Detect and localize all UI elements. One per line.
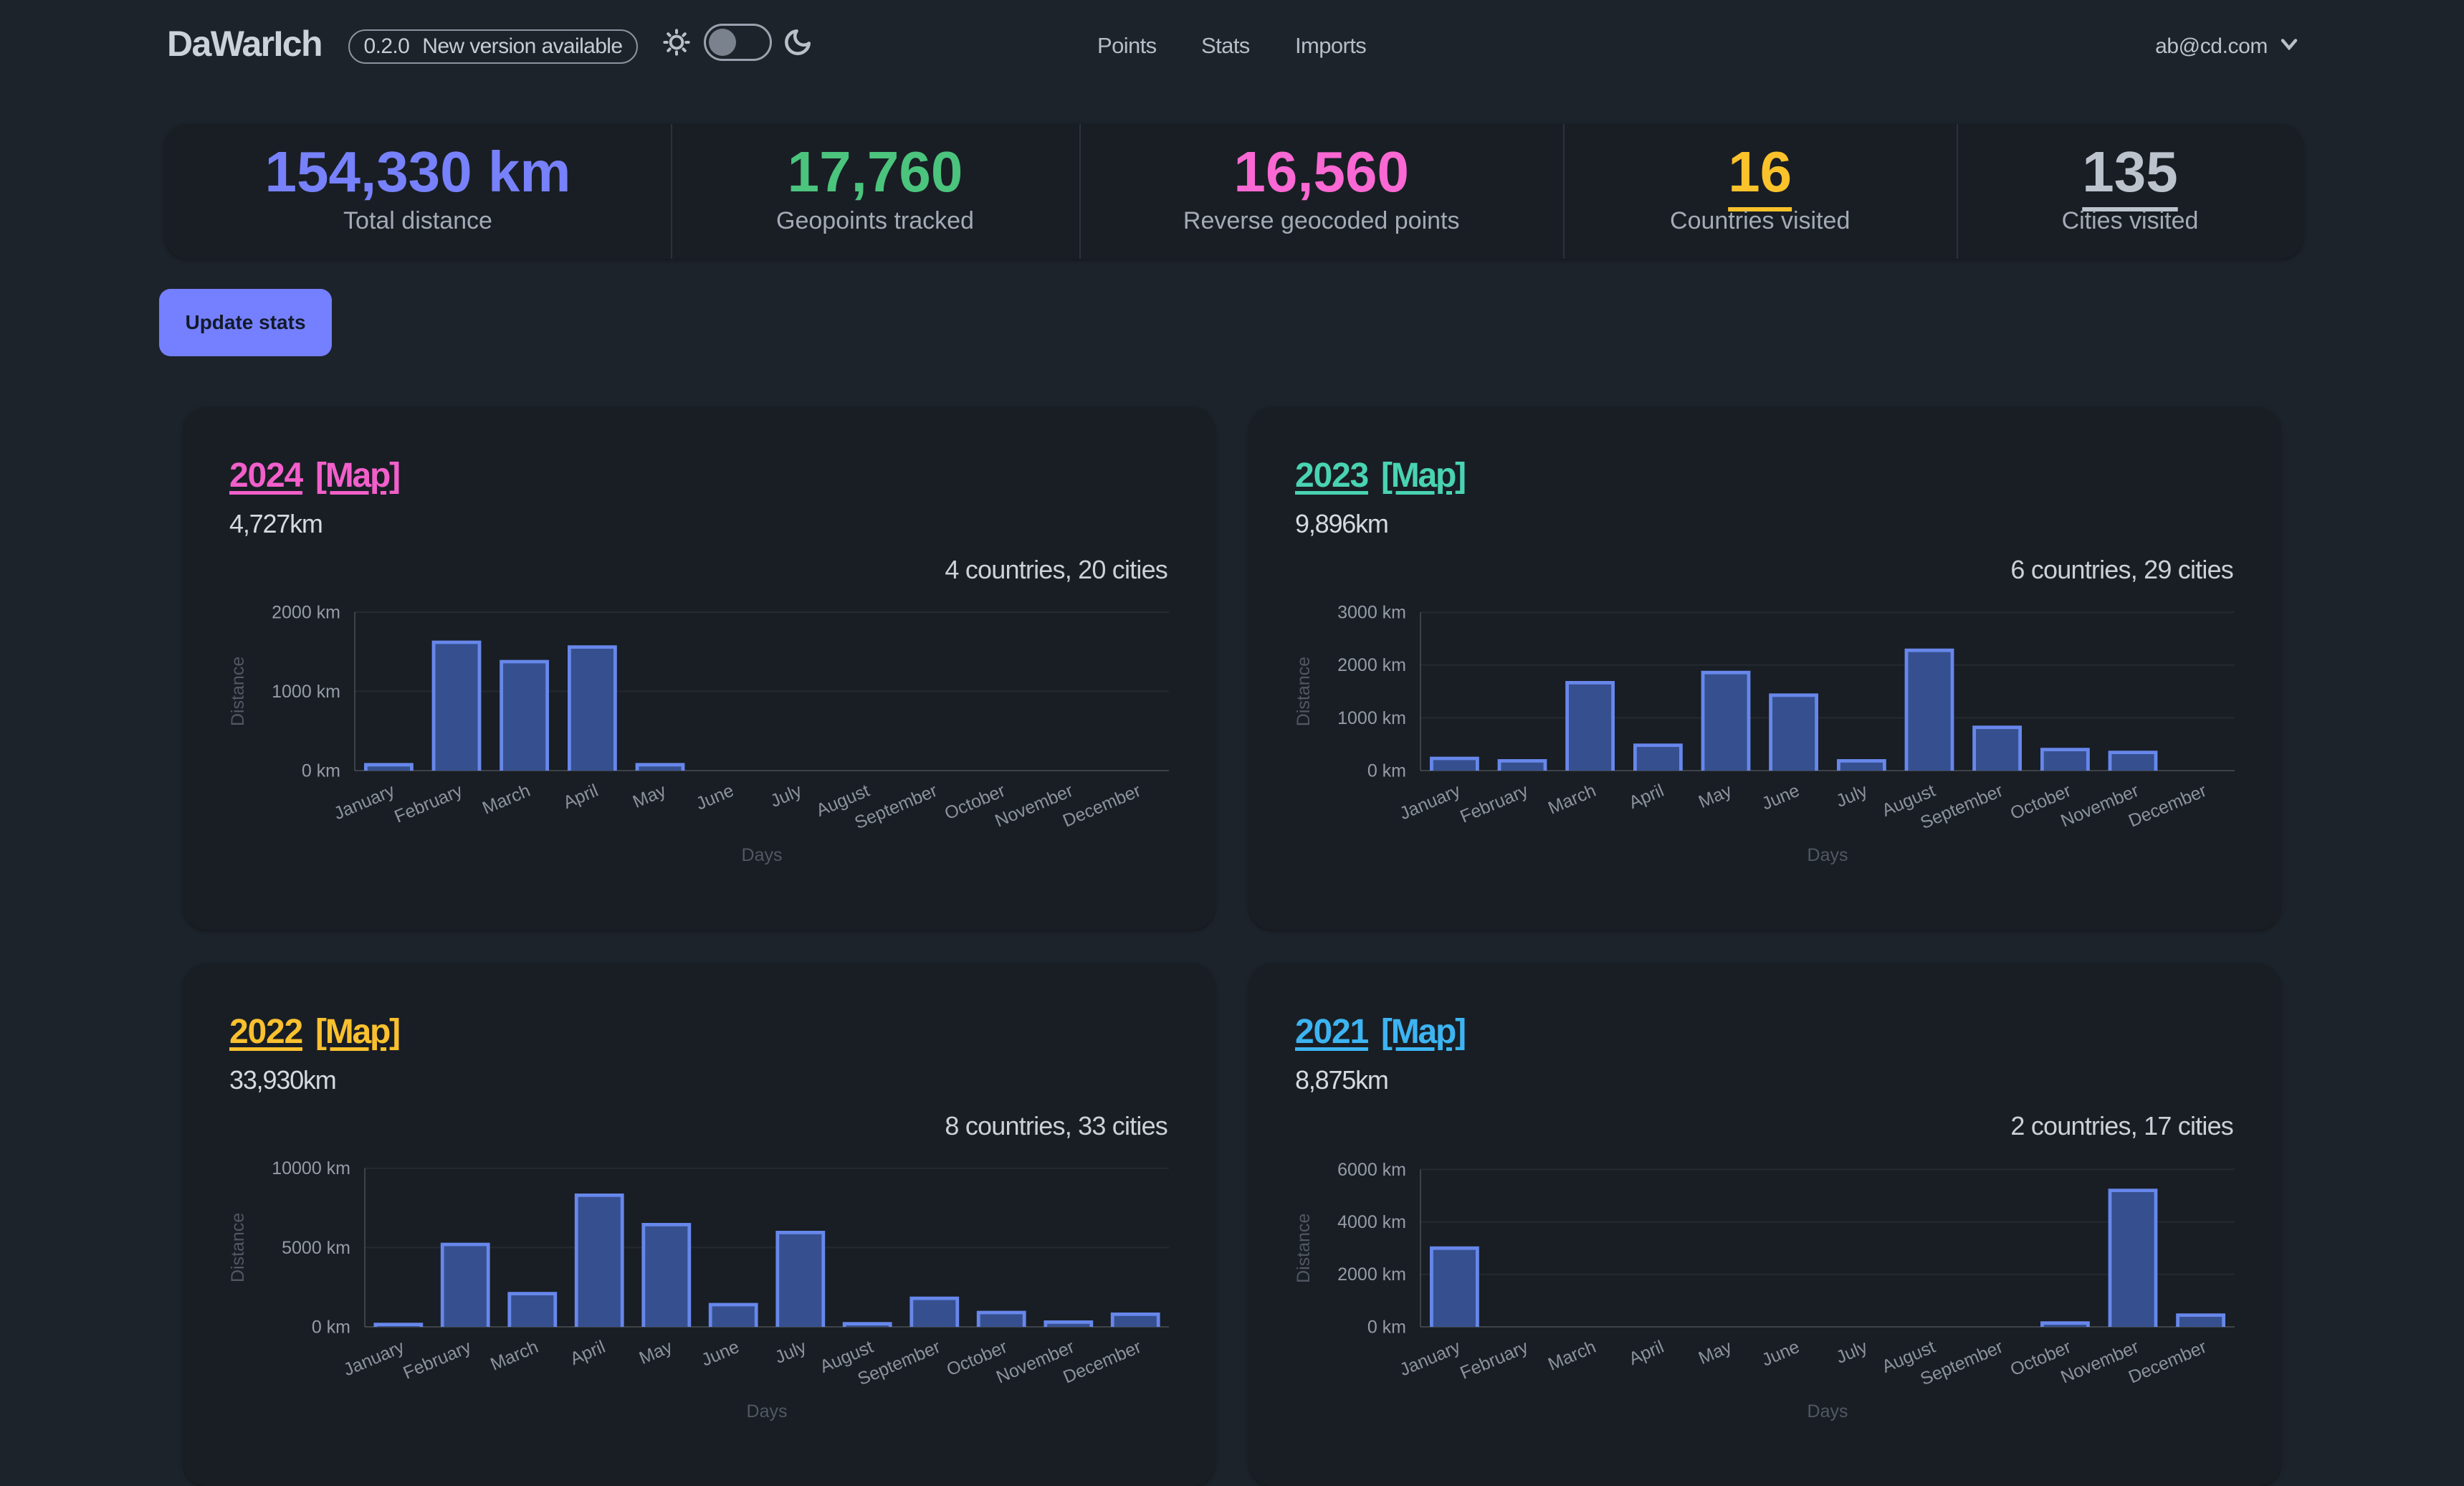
- svg-text:June: June: [699, 1337, 742, 1371]
- svg-text:July: July: [772, 1337, 809, 1368]
- svg-text:June: June: [1759, 781, 1802, 814]
- svg-text:January: January: [340, 1337, 407, 1381]
- svg-text:December: December: [1060, 781, 1144, 832]
- svg-text:0 km: 0 km: [302, 761, 340, 781]
- svg-text:February: February: [401, 1337, 474, 1383]
- svg-text:1000 km: 1000 km: [1337, 708, 1406, 728]
- svg-text:April: April: [560, 781, 601, 813]
- svg-text:Distance: Distance: [1294, 657, 1314, 726]
- svg-text:6000 km: 6000 km: [1337, 1160, 1406, 1180]
- svg-text:March: March: [1545, 1337, 1599, 1375]
- svg-text:April: April: [568, 1337, 608, 1369]
- svg-text:Distance: Distance: [228, 1213, 248, 1282]
- svg-text:January: January: [331, 781, 398, 824]
- svg-text:Days: Days: [1808, 1401, 1848, 1421]
- svg-text:Days: Days: [1808, 845, 1848, 865]
- svg-text:January: January: [1397, 1337, 1463, 1381]
- svg-text:1000 km: 1000 km: [272, 682, 340, 702]
- svg-text:March: March: [1545, 781, 1599, 819]
- svg-text:2000 km: 2000 km: [272, 602, 340, 622]
- svg-text:November: November: [2058, 1337, 2141, 1388]
- svg-text:February: February: [391, 781, 465, 827]
- svg-text:July: July: [768, 781, 805, 811]
- svg-text:December: December: [2126, 781, 2210, 832]
- svg-text:March: March: [479, 781, 533, 819]
- svg-text:3000 km: 3000 km: [1337, 603, 1406, 623]
- svg-text:2000 km: 2000 km: [1337, 655, 1406, 675]
- svg-text:Distance: Distance: [1294, 1214, 1314, 1283]
- svg-text:May: May: [1696, 1337, 1735, 1368]
- svg-text:5000 km: 5000 km: [282, 1238, 350, 1258]
- svg-text:June: June: [1759, 1337, 1802, 1371]
- svg-text:January: January: [1397, 781, 1463, 824]
- svg-text:December: December: [2126, 1337, 2210, 1388]
- svg-text:May: May: [636, 1337, 676, 1368]
- svg-text:May: May: [630, 781, 669, 812]
- svg-text:0 km: 0 km: [312, 1317, 350, 1337]
- svg-text:0 km: 0 km: [1367, 761, 1406, 781]
- svg-text:April: April: [1626, 781, 1667, 813]
- svg-text:Days: Days: [747, 1401, 788, 1421]
- svg-text:April: April: [1626, 1337, 1667, 1369]
- svg-text:November: November: [992, 781, 1076, 832]
- svg-text:Distance: Distance: [228, 657, 248, 726]
- svg-text:Days: Days: [742, 845, 783, 865]
- svg-text:10000 km: 10000 km: [272, 1158, 350, 1178]
- svg-text:February: February: [1457, 781, 1531, 827]
- svg-text:May: May: [1696, 781, 1735, 812]
- svg-text:July: July: [1833, 781, 1871, 811]
- svg-text:4000 km: 4000 km: [1337, 1212, 1406, 1232]
- svg-text:July: July: [1833, 1337, 1871, 1368]
- svg-text:March: March: [487, 1337, 541, 1375]
- svg-text:0 km: 0 km: [1367, 1317, 1406, 1337]
- svg-text:2000 km: 2000 km: [1337, 1264, 1406, 1285]
- svg-text:November: November: [2058, 781, 2141, 832]
- svg-text:June: June: [693, 781, 737, 814]
- svg-text:February: February: [1457, 1337, 1531, 1383]
